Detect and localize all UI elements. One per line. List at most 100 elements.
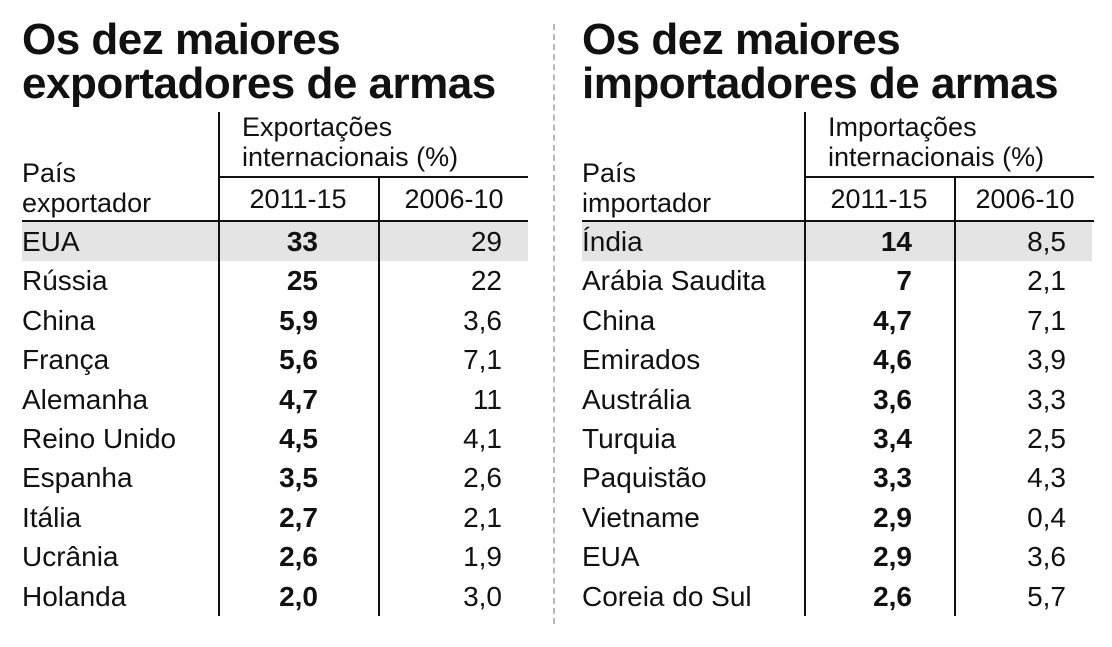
header-rule bbox=[804, 176, 1094, 178]
value-2006-10: 5,7 bbox=[1027, 580, 1066, 612]
group-header-line: Exportações bbox=[242, 112, 393, 142]
country-column-header: País importador bbox=[582, 158, 711, 218]
table-row: Reino Unido 4,5 4,1 bbox=[22, 419, 528, 458]
group-header-line: internacionais (%) bbox=[828, 142, 1045, 172]
year-header-2006-10: 2006-10 bbox=[954, 178, 1094, 220]
value-2011-15: 3,5 bbox=[279, 462, 318, 494]
country-name: Turquia bbox=[582, 422, 676, 454]
table-body: EUA 33 29 Rússia 25 22 China 5,9 3,6 França 5,6 7,1… bbox=[22, 220, 528, 616]
exporters-panel: Os dez maiores exportadores de armas País e… bbox=[22, 18, 528, 616]
value-2006-10: 2,1 bbox=[1027, 265, 1066, 297]
value-2011-15: 2,0 bbox=[279, 580, 318, 612]
country-name: França bbox=[22, 344, 110, 376]
country-name: China bbox=[582, 304, 656, 336]
country-name: Reino Unido bbox=[22, 422, 177, 454]
table-row: Holanda 2,0 3,0 bbox=[22, 577, 528, 616]
group-header-line: Importações bbox=[828, 112, 977, 142]
value-2011-15: 3,4 bbox=[873, 422, 912, 454]
table-body: Índia 14 8,5 Arábia Saudita 7 2,1 China 4,7 7,1 E… bbox=[582, 220, 1094, 616]
table-row: Índia 14 8,5 bbox=[582, 222, 1092, 262]
header-rule bbox=[218, 176, 528, 178]
table-title: Os dez maiores importadores de armas bbox=[582, 18, 1094, 106]
country-name: Holanda bbox=[22, 580, 127, 612]
table-title: Os dez maiores exportadores de armas bbox=[22, 18, 528, 106]
country-name: Paquistão bbox=[582, 462, 707, 494]
country-header-line: importador bbox=[582, 188, 712, 218]
value-2006-10: 3,9 bbox=[1027, 344, 1066, 376]
country-header-line: País bbox=[22, 158, 77, 188]
table-row: China 4,7 7,1 bbox=[582, 301, 1094, 340]
column-rule bbox=[954, 222, 956, 616]
value-2011-15: 2,6 bbox=[873, 580, 912, 612]
value-2006-10: 4,3 bbox=[1027, 462, 1066, 494]
value-2006-10: 8,5 bbox=[1027, 226, 1066, 257]
data-table: País exportador Exportações internacionais … bbox=[22, 112, 528, 616]
country-name: Índia bbox=[582, 226, 643, 257]
value-2006-10: 11 bbox=[472, 383, 502, 415]
country-header-line: País bbox=[582, 158, 637, 188]
data-table: País importador Importações internacionais … bbox=[582, 112, 1094, 616]
value-2011-15: 4,7 bbox=[873, 304, 912, 336]
country-header-line: exportador bbox=[22, 188, 152, 218]
column-rule bbox=[804, 222, 806, 616]
table-header: País importador Importações internacionais … bbox=[582, 112, 1094, 220]
title-line: Os dez maiores bbox=[582, 15, 901, 64]
table-row: Emirados 4,6 3,9 bbox=[582, 340, 1094, 379]
value-2011-15: 4,6 bbox=[873, 344, 912, 376]
panel-divider bbox=[553, 24, 555, 624]
table-row: França 5,6 7,1 bbox=[22, 340, 528, 379]
country-name: China bbox=[22, 304, 96, 336]
country-column-header: País exportador bbox=[22, 158, 151, 218]
value-2011-15: 2,9 bbox=[873, 501, 912, 533]
table-row: China 5,9 3,6 bbox=[22, 301, 528, 340]
table-row: Itália 2,7 2,1 bbox=[22, 498, 528, 537]
group-column-header: Exportações internacionais (%) bbox=[218, 112, 528, 176]
value-2006-10: 1,9 bbox=[463, 541, 502, 573]
country-name: Alemanha bbox=[22, 383, 149, 415]
value-2011-15: 33 bbox=[286, 226, 318, 257]
value-2006-10: 22 bbox=[470, 265, 502, 297]
table-row: Austrália 3,6 3,3 bbox=[582, 380, 1094, 419]
value-2006-10: 3,0 bbox=[463, 580, 502, 612]
importers-panel: Os dez maiores importadores de armas País i… bbox=[582, 18, 1094, 616]
value-2006-10: 0,4 bbox=[1027, 501, 1066, 533]
value-2006-10: 3,3 bbox=[1027, 383, 1066, 415]
country-name: EUA bbox=[22, 226, 80, 257]
value-2011-15: 3,3 bbox=[873, 462, 912, 494]
title-line: importadores de armas bbox=[582, 59, 1059, 108]
value-2006-10: 2,6 bbox=[463, 462, 502, 494]
value-2006-10: 2,1 bbox=[463, 501, 502, 533]
value-2011-15: 7 bbox=[896, 265, 912, 297]
table-row: Vietname 2,9 0,4 bbox=[582, 498, 1094, 537]
column-rule bbox=[218, 222, 220, 616]
country-name: EUA bbox=[582, 541, 640, 573]
country-name: Ucrânia bbox=[22, 541, 119, 573]
group-header-line: internacionais (%) bbox=[242, 142, 459, 172]
value-2006-10: 3,6 bbox=[463, 304, 502, 336]
table-row: Coreia do Sul 2,6 5,7 bbox=[582, 577, 1094, 616]
value-2011-15: 5,6 bbox=[279, 344, 318, 376]
value-2006-10: 3,6 bbox=[1027, 541, 1066, 573]
year-header-2011-15: 2011-15 bbox=[218, 178, 376, 220]
country-name: Rússia bbox=[22, 265, 108, 297]
table-row: Turquia 3,4 2,5 bbox=[582, 419, 1094, 458]
country-name: Itália bbox=[22, 501, 82, 533]
table-row: Ucrânia 2,6 1,9 bbox=[22, 537, 528, 576]
value-2011-15: 2,6 bbox=[279, 541, 318, 573]
value-2011-15: 14 bbox=[880, 226, 912, 257]
value-2011-15: 25 bbox=[286, 265, 318, 297]
value-2011-15: 3,6 bbox=[873, 383, 912, 415]
value-2011-15: 5,9 bbox=[279, 304, 318, 336]
year-header-2006-10: 2006-10 bbox=[378, 178, 528, 220]
title-line: exportadores de armas bbox=[22, 59, 496, 108]
value-2011-15: 4,7 bbox=[279, 383, 318, 415]
value-2011-15: 2,9 bbox=[873, 541, 912, 573]
table-row: Alemanha 4,7 11 bbox=[22, 380, 528, 419]
value-2011-15: 2,7 bbox=[279, 501, 318, 533]
value-2006-10: 7,1 bbox=[463, 344, 502, 376]
year-header-2011-15: 2011-15 bbox=[804, 178, 952, 220]
title-line: Os dez maiores bbox=[22, 15, 341, 64]
table-row: EUA 2,9 3,6 bbox=[582, 537, 1094, 576]
column-rule bbox=[378, 222, 380, 616]
country-name: Emirados bbox=[582, 344, 701, 376]
